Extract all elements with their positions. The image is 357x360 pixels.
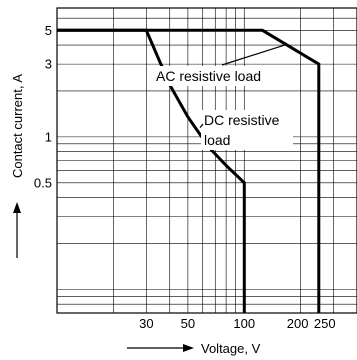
ac-leader-line <box>221 43 288 66</box>
dc-series-label-line1: DC resistive <box>204 112 280 128</box>
y-tick-label: 1 <box>45 129 52 144</box>
annotations: AC resistive load DC resistive load <box>152 43 293 150</box>
x-axis-title: Voltage, V <box>201 341 261 356</box>
series-lines <box>57 28 321 313</box>
y-tick-label: 0.5 <box>34 175 52 190</box>
y-tick-label: 5 <box>45 23 52 38</box>
ac-series-label: AC resistive load <box>156 68 261 84</box>
series-line-dc <box>57 28 246 313</box>
x-tick-label: 200 <box>287 316 309 331</box>
axis-titles: Voltage, V Contact current, A <box>10 74 261 356</box>
x-tick-label: 250 <box>314 316 336 331</box>
grid <box>57 8 357 313</box>
x-tick-label: 100 <box>233 316 255 331</box>
series-line-ac <box>57 28 321 313</box>
dc-series-label-line2: load <box>204 132 230 148</box>
tick-labels: 30 50 100 200 250 5 3 1 0.5 <box>34 23 336 331</box>
x-tick-label: 30 <box>139 316 153 331</box>
x-axis-arrow-head <box>183 344 194 352</box>
plot-frame <box>56 7 357 314</box>
plot-border <box>56 7 357 314</box>
x-tick-label: 50 <box>181 316 195 331</box>
y-tick-label: 3 <box>45 57 52 72</box>
y-axis-title: Contact current, A <box>10 74 25 178</box>
dc-leader-line <box>199 123 204 129</box>
dc-label-background <box>201 110 293 150</box>
ac-label-background <box>152 66 286 86</box>
y-axis-arrow-head <box>13 202 21 213</box>
